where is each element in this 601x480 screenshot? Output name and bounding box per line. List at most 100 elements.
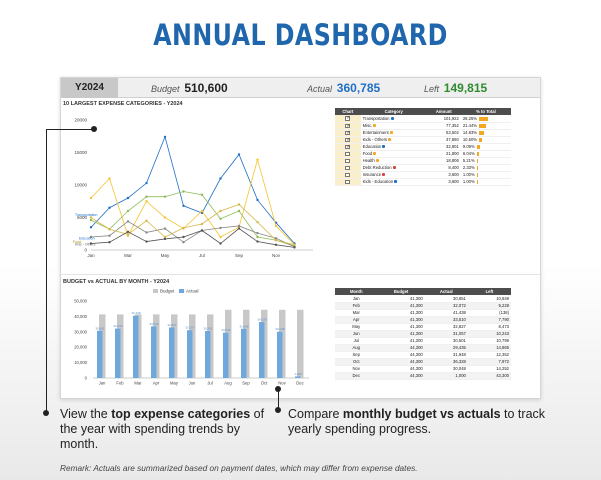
budget-cell: 41,300 <box>377 309 425 317</box>
trend-point <box>126 220 130 223</box>
trend-point <box>145 219 148 222</box>
trend-point <box>182 226 185 230</box>
chart-checkbox[interactable] <box>345 172 351 178</box>
y-tick-label: 10000 <box>74 183 87 188</box>
actual-data-label: 40,438 <box>131 311 141 315</box>
actual-kpi: Actual 360,785 <box>307 78 380 98</box>
chart-checkbox[interactable] <box>345 165 351 171</box>
chart-checkbox[interactable] <box>345 158 351 164</box>
y-tick-label: 0 <box>85 376 88 381</box>
actual-cell: 32,072 <box>424 302 468 310</box>
left-cell: 7,790 <box>467 316 511 324</box>
actual-value: 360,785 <box>336 81 381 95</box>
month-cell: Aug <box>335 344 378 352</box>
trend-point <box>293 246 296 249</box>
actual-cell: 41,438 <box>424 309 468 317</box>
trend-point <box>237 153 241 156</box>
x-tick-label: Jan <box>87 253 95 258</box>
y-tick-label: 5000 <box>77 215 88 220</box>
table-row: Oct 44,300 36,328 7,972 <box>335 358 511 366</box>
trend-point <box>89 218 93 222</box>
chart-checkbox[interactable] <box>345 151 351 157</box>
trend-point <box>163 135 167 139</box>
trend-point <box>145 195 148 198</box>
trend-point <box>200 193 204 196</box>
trend-point <box>256 158 259 161</box>
month-cell: Feb <box>335 302 378 310</box>
left-cell: 8,473 <box>467 323 511 331</box>
budget-cell: 41,300 <box>377 323 425 331</box>
month-cell: Sep <box>335 351 378 359</box>
month-cell: Jul <box>335 337 378 345</box>
trend-point <box>274 224 278 228</box>
actual-cell: 30,651 <box>424 295 468 303</box>
trend-point <box>163 195 167 198</box>
chart-checkbox[interactable] <box>345 123 351 129</box>
y-tick-label: 20,000 <box>74 345 87 350</box>
budget-actual-table: Month Budget Actual Left Jan 41,300 30,651 10,… <box>335 288 511 380</box>
trend-point <box>182 241 185 244</box>
month-cell: Jun <box>335 330 378 338</box>
table-row: Kids - Education 3,600 1.00% <box>335 178 511 186</box>
actual-data-label: 32,827 <box>167 323 177 327</box>
trend-line <box>90 191 295 247</box>
trend-line <box>90 204 295 246</box>
actual-data-label: 32,072 <box>113 324 123 328</box>
budget-cell: 44,300 <box>377 358 425 366</box>
trend-point <box>126 209 130 213</box>
trend-point <box>108 241 111 244</box>
percent-bar <box>476 151 479 156</box>
month-cell: Dec <box>335 372 378 380</box>
legend-budget-swatch <box>153 289 158 293</box>
category-name: Education <box>362 144 382 149</box>
month-cell: Nov <box>335 365 378 373</box>
month-cell: Mar <box>335 309 378 317</box>
x-tick-label: May <box>161 253 170 258</box>
left-cell: 10,799 <box>467 337 511 345</box>
actual-data-label: 29,435 <box>221 328 231 332</box>
category-name: Transportation <box>362 115 390 121</box>
table-row: Jun 41,300 31,057 10,243 <box>335 330 511 338</box>
trend-point <box>182 235 185 239</box>
line-label: Food <box>73 240 81 244</box>
chart-checkbox[interactable] <box>345 144 351 150</box>
trend-point <box>145 181 148 185</box>
chart-checkbox[interactable] <box>345 130 351 136</box>
dashboard-panel: Y2024 Budget 510,600 Actual 360,785 Left… <box>60 77 541 399</box>
trend-point <box>256 235 259 239</box>
table-row: Jan 41,300 30,651 10,649 <box>335 295 511 303</box>
trend-point <box>237 227 241 230</box>
trend-point <box>200 229 204 232</box>
trend-point <box>219 226 222 230</box>
year-selector[interactable]: Y2024 <box>61 78 118 98</box>
top-chart-title: 10 LARGEST EXPENSE CATEGORIES - Y2024 <box>63 101 183 107</box>
callout-left-connector <box>46 129 94 130</box>
budget-cell: 41,300 <box>377 330 425 338</box>
trend-point <box>256 240 259 243</box>
table-row: Jul 41,300 30,501 10,799 <box>335 337 511 345</box>
left-cell: 10,243 <box>467 330 511 338</box>
table-header: Month <box>335 288 378 295</box>
y-tick-label: 15000 <box>74 150 87 155</box>
category-name: Kids - Others <box>362 137 388 142</box>
trend-point <box>108 177 111 180</box>
actual-cell: 36,328 <box>424 358 468 366</box>
table-row: Apr 41,300 33,510 7,790 <box>335 316 511 324</box>
chart-checkbox[interactable] <box>345 115 351 121</box>
chart-checkbox[interactable] <box>345 137 351 143</box>
percent-cell: 6.04% <box>462 151 475 156</box>
callout-left-line <box>46 129 47 413</box>
trend-point <box>237 203 241 206</box>
trend-line <box>90 220 295 248</box>
actual-data-label: 31,057 <box>185 326 195 330</box>
chart-checkbox[interactable] <box>345 179 351 185</box>
month-tick-label: Apr <box>153 381 160 386</box>
trend-point <box>108 228 111 231</box>
category-icon <box>390 117 394 121</box>
callout-right-top-dot <box>275 386 281 392</box>
actual-bar <box>187 330 193 378</box>
category-name: Insurance <box>362 172 382 177</box>
actual-cell: 30,048 <box>424 365 468 373</box>
